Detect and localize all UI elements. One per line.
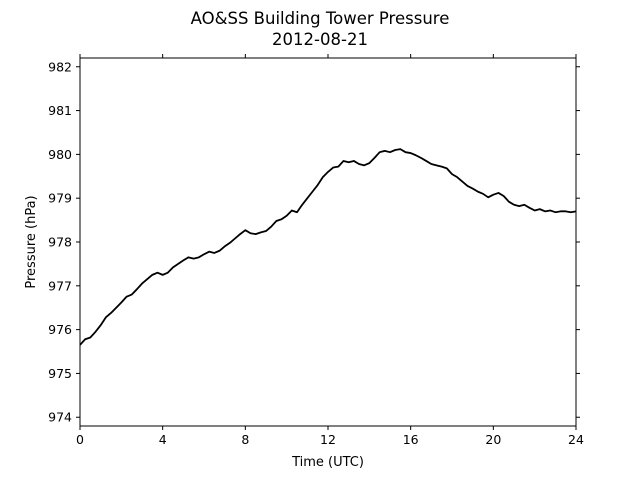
x-tick-label: 4 — [159, 432, 167, 447]
x-tick-label: 0 — [76, 432, 84, 447]
chart-subtitle: 2012-08-21 — [272, 30, 368, 49]
y-tick-label: 976 — [48, 322, 72, 337]
y-axis-label: Pressure (hPa) — [24, 195, 39, 288]
plot-frame — [79, 57, 577, 427]
ticks-layer: 0 4 8 12 16 20 24 974 975 976 977 978 979 980 981 982 — [48, 54, 584, 447]
x-tick-label: 12 — [320, 432, 336, 447]
pressure-series-line — [79, 148, 577, 346]
y-tick-label: 980 — [48, 147, 72, 162]
y-tick-label: 982 — [48, 59, 72, 74]
y-tick-label: 974 — [48, 410, 72, 425]
x-tick-label: 20 — [485, 432, 501, 447]
y-tick-label: 977 — [48, 278, 72, 293]
x-tick-label: 24 — [568, 432, 584, 447]
x-tick-label: 8 — [241, 432, 249, 447]
series-layer — [79, 148, 577, 346]
x-tick-label: 16 — [403, 432, 419, 447]
y-tick-label: 978 — [48, 235, 72, 250]
x-axis-label: Time (UTC) — [291, 455, 364, 470]
y-tick-label: 979 — [48, 191, 72, 206]
y-tick-label: 981 — [48, 103, 72, 118]
y-tick-label: 975 — [48, 366, 72, 381]
chart-title: AO&SS Building Tower Pressure — [191, 9, 450, 28]
